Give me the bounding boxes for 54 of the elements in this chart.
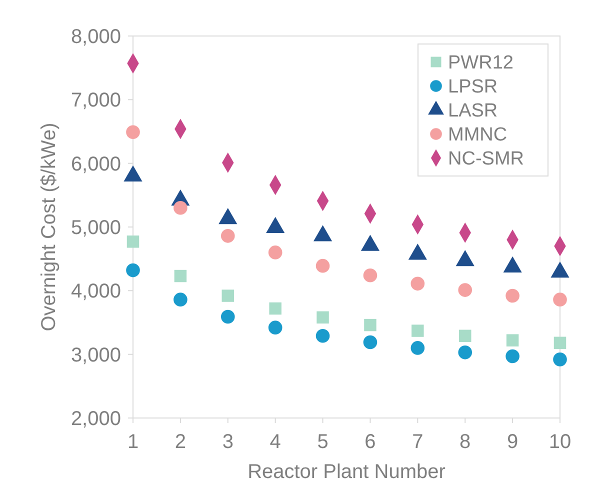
x-tick-label: 4	[270, 431, 281, 453]
legend-label: NC-SMR	[448, 148, 524, 170]
point	[220, 310, 235, 324]
point	[506, 349, 520, 364]
x-tick-label: 2	[174, 431, 186, 453]
point	[458, 330, 472, 342]
point	[316, 311, 329, 324]
x-tick-label: 6	[364, 431, 376, 453]
x-tick-label: 9	[506, 431, 518, 453]
y-tick-label: 5,000	[70, 217, 121, 239]
legend-label: PWR12	[448, 52, 514, 74]
x-tick-label: 10	[548, 431, 572, 453]
point	[506, 334, 519, 346]
y-tick-label: 3,000	[70, 344, 121, 366]
point	[316, 258, 330, 273]
y-tick-label: 4,000	[70, 280, 121, 303]
point	[174, 292, 188, 306]
point	[268, 320, 282, 334]
point	[458, 283, 472, 297]
legend-label: MMNC	[448, 124, 508, 146]
point	[220, 229, 235, 243]
y-tick-label: 6,000	[70, 153, 121, 176]
point	[126, 125, 140, 140]
point	[363, 268, 378, 282]
point	[506, 288, 520, 303]
point	[174, 270, 187, 282]
point	[269, 302, 282, 315]
legend-label: LPSR	[448, 76, 498, 98]
y-tick-label: 7,000	[70, 90, 121, 112]
y-tick-label: 8,000	[70, 26, 121, 48]
x-tick-label: 8	[460, 431, 471, 453]
point	[174, 201, 188, 215]
point	[126, 263, 140, 278]
point	[410, 341, 425, 355]
x-tick-label: 5	[317, 431, 328, 453]
x-tick-label: 1	[127, 431, 139, 453]
point	[316, 328, 330, 343]
point	[364, 318, 376, 332]
x-axis-title: Reactor Plant Number	[248, 461, 446, 483]
x-tick-label: 7	[412, 431, 424, 453]
point	[553, 292, 567, 306]
x-tick-label: 3	[222, 431, 234, 453]
point	[412, 324, 424, 337]
y-axis-title: Overnight Cost ($/kWe)	[38, 122, 60, 332]
point	[363, 335, 378, 350]
y-tick-label: 2,000	[70, 408, 121, 430]
point	[268, 246, 282, 260]
legend-label: LASR	[448, 100, 498, 122]
point	[126, 236, 140, 248]
point	[222, 290, 234, 302]
point	[410, 276, 425, 291]
point	[458, 346, 472, 360]
point	[553, 352, 567, 366]
point	[554, 336, 566, 349]
